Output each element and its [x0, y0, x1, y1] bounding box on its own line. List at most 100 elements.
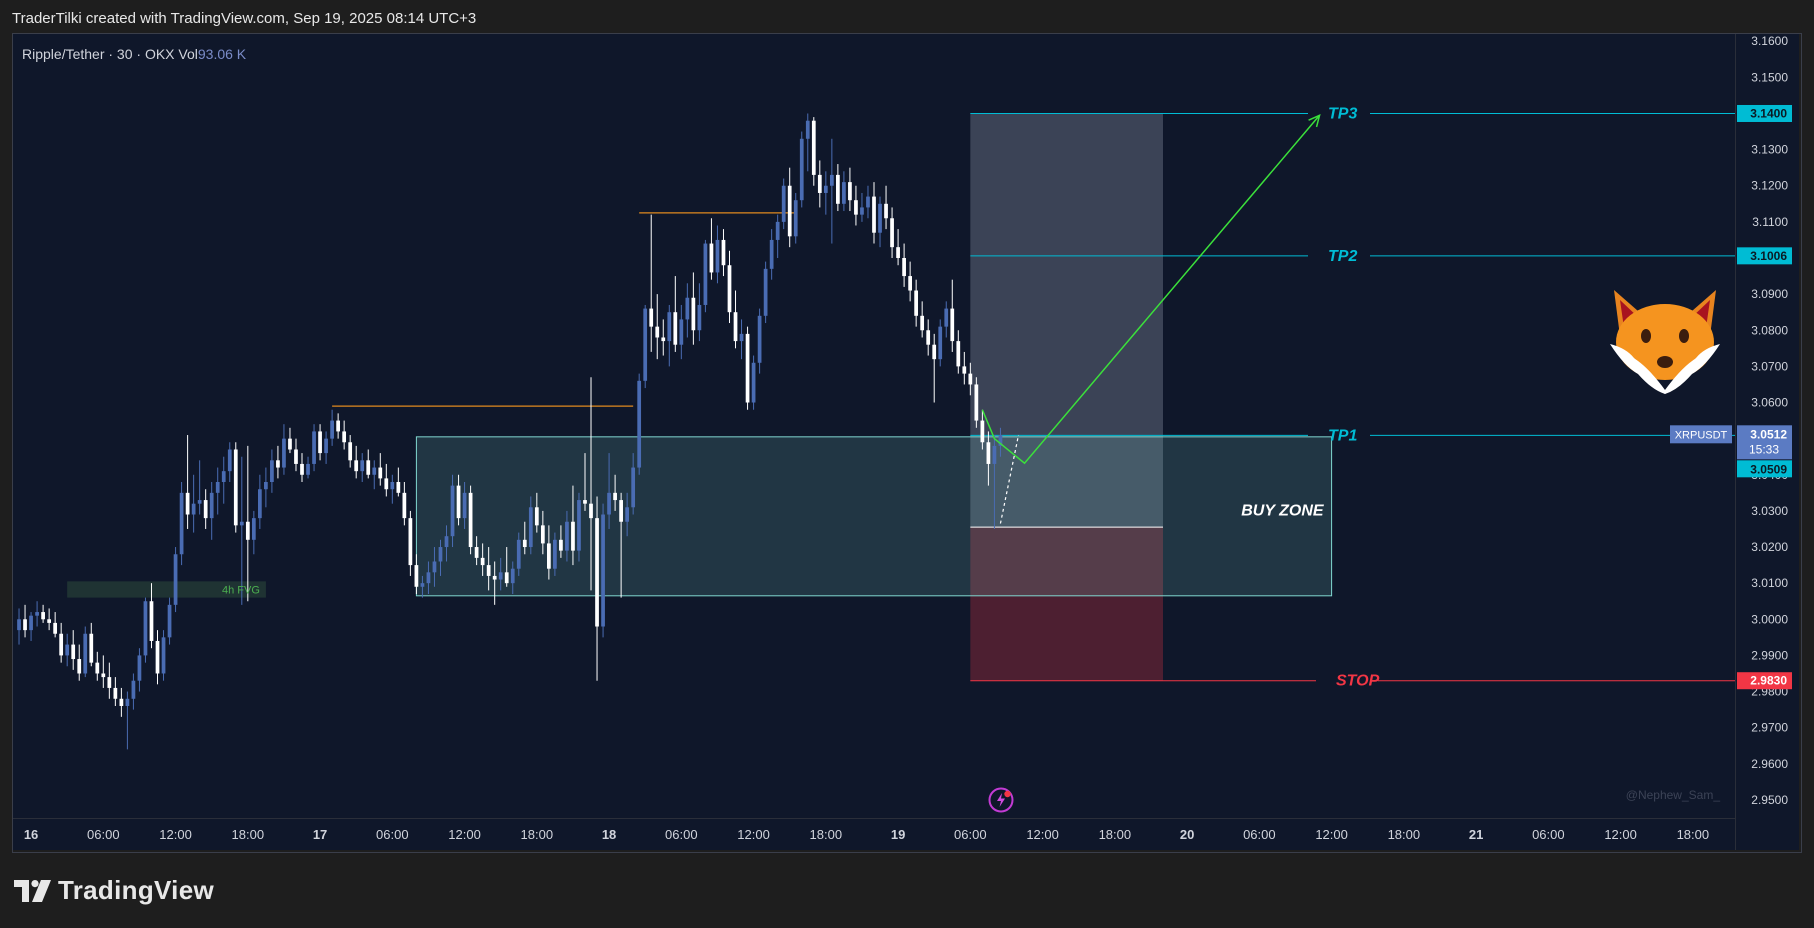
candle-body: [661, 337, 666, 342]
candle-body: [781, 185, 786, 222]
candle-body: [107, 677, 112, 688]
candle-body: [896, 247, 900, 258]
candle-body: [902, 258, 906, 277]
candle-body: [59, 633, 64, 656]
tp1-price-tag: 3.0509: [1750, 462, 1787, 476]
price-tick-label: 3.1600: [1751, 34, 1788, 48]
lightning-badge-icon[interactable]: [988, 787, 1014, 813]
candle-body: [372, 467, 377, 475]
price-tick-label: 3.0700: [1751, 359, 1788, 373]
fox-mascot-icon: [1610, 290, 1720, 394]
candle-body: [974, 384, 979, 421]
candle-body: [498, 572, 503, 580]
candle-body: [384, 478, 389, 490]
candle-body: [41, 612, 45, 620]
candle-body: [757, 315, 762, 363]
candle-body: [432, 561, 437, 573]
price-tick-label: 3.1300: [1751, 143, 1788, 157]
candle-body: [444, 536, 449, 548]
stop-price-tag: 2.9830: [1750, 674, 1787, 688]
candle-body: [29, 615, 33, 631]
fvg-box: [67, 581, 266, 598]
price-tick-label: 2.9900: [1751, 648, 1788, 662]
candle-body: [811, 120, 816, 175]
countdown-timer: 15:33: [1749, 442, 1779, 456]
tp2-price-tag: 3.1006: [1750, 249, 1787, 263]
stop-label: STOP: [1336, 673, 1380, 690]
candle-body: [577, 500, 581, 551]
candle-body: [944, 308, 949, 327]
candle-body: [390, 482, 395, 490]
price-tick-label: 3.1200: [1751, 179, 1788, 193]
candle-body: [53, 622, 58, 634]
tp1-price-tag-bg: [1737, 460, 1792, 478]
candle-body: [312, 431, 316, 464]
candle-body: [366, 460, 371, 475]
candle-body: [769, 239, 774, 269]
candle-body: [817, 174, 822, 193]
symbol-tag-bg: [1670, 425, 1732, 444]
candle-body: [619, 500, 623, 522]
candle-body: [233, 449, 238, 526]
volume-label: Vol: [178, 46, 198, 62]
candle-body: [456, 485, 461, 519]
time-tick-label: 17: [313, 827, 327, 842]
price-tick-label: 2.9700: [1751, 721, 1788, 735]
candle-body: [270, 460, 274, 482]
candle-body: [288, 438, 292, 450]
candle-body: [113, 687, 118, 699]
candle-body: [516, 539, 521, 569]
candle-body: [221, 471, 226, 482]
candle-body: [414, 565, 419, 587]
time-tick-label: 06:00: [954, 827, 987, 842]
candle-body: [474, 547, 479, 558]
candle-body: [848, 182, 852, 201]
chart-header-title: TraderTilki created with TradingView.com…: [12, 10, 477, 27]
buy-zone-label: BUY ZONE: [1241, 502, 1325, 519]
candle-body: [342, 431, 347, 443]
price-tick-label: 2.9600: [1751, 757, 1788, 771]
time-tick-label: 19: [891, 827, 905, 842]
candle-body: [468, 492, 473, 548]
time-tick-label: 12:00: [1026, 827, 1059, 842]
candle-body: [607, 492, 611, 515]
time-tick-label: 12:00: [1604, 827, 1637, 842]
candle-body: [47, 619, 51, 623]
buy-zone-box[interactable]: [415, 436, 1333, 597]
candle-body: [793, 200, 798, 237]
projected-path-line: [981, 114, 1321, 465]
candle-body: [306, 463, 310, 475]
candle-body: [691, 297, 696, 331]
stop-price-tag-bg: [1737, 672, 1792, 690]
candle-body: [709, 243, 714, 273]
candle-body: [131, 680, 136, 699]
candle-body: [685, 297, 690, 320]
time-tick-label: 06:00: [1243, 827, 1276, 842]
chart-frame: [12, 33, 1802, 853]
candle-body: [860, 207, 864, 215]
candle-body: [540, 525, 545, 544]
candle-body: [101, 673, 106, 678]
candle-body: [727, 265, 732, 313]
candle-body: [643, 308, 648, 381]
candle-body: [420, 583, 425, 587]
candle-body: [601, 514, 605, 627]
candle-body: [631, 467, 636, 508]
candle-body: [715, 239, 720, 273]
time-axis-background: [13, 818, 1735, 850]
candle-body: [402, 492, 407, 519]
candle-body: [143, 601, 148, 656]
candle-body: [745, 333, 750, 403]
time-tick-label: 18:00: [1099, 827, 1132, 842]
time-tick-label: 12:00: [159, 827, 192, 842]
candle-body: [245, 521, 250, 540]
time-tick-label: 16: [24, 827, 38, 842]
symbol-tag: XRPUSDT: [1675, 429, 1728, 441]
price-tick-label: 3.1500: [1751, 70, 1788, 84]
tradingview-brand[interactable]: TradingView: [14, 875, 214, 906]
symbol-legend[interactable]: Ripple/Tether · 30 · OKX Vol93.06 K: [22, 46, 246, 62]
volume-value: 93.06 K: [197, 46, 247, 62]
candle-body: [553, 539, 557, 569]
candle-body: [504, 572, 509, 584]
